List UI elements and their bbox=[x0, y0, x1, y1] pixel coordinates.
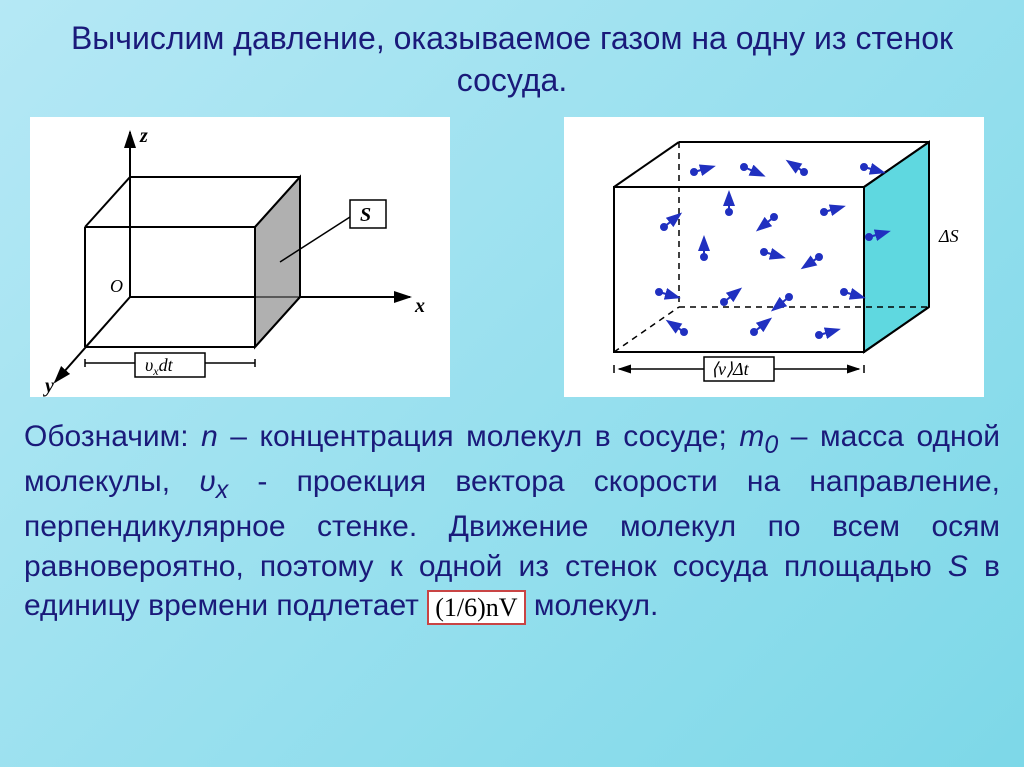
delta-S-label: ΔS bbox=[938, 226, 959, 246]
diagram-left-svg: z x y O S bbox=[30, 117, 450, 397]
m0-symbol: m0 bbox=[739, 420, 778, 453]
body-paragraph: Обозначим: n – концентрация молекул в со… bbox=[0, 407, 1024, 626]
diagram-row: z x y O S bbox=[0, 107, 1024, 407]
vxdt-label: υxdt bbox=[145, 355, 174, 378]
diagram-right-svg: ΔS ⟨v⟩Δt bbox=[564, 117, 984, 397]
para-t2: – концентрация молекул в сосуде; bbox=[218, 420, 740, 453]
origin-label: O bbox=[110, 276, 123, 296]
formula-box: (1/6)nV bbox=[427, 590, 525, 625]
slide-title: Вычислим давление, оказываемое газом на … bbox=[0, 0, 1024, 107]
diagram-left: z x y O S bbox=[30, 117, 450, 397]
para-t6: молекул. bbox=[534, 589, 658, 622]
vx-symbol: υx bbox=[199, 465, 228, 498]
para-t1: Обозначим: bbox=[24, 420, 201, 453]
molecules-group bbox=[656, 162, 887, 338]
surface-S-label: S bbox=[360, 204, 371, 226]
x-axis-label: x bbox=[414, 295, 425, 317]
n-symbol: n bbox=[201, 420, 218, 453]
z-axis-label: z bbox=[139, 125, 148, 147]
y-axis-label: y bbox=[43, 375, 54, 397]
S-symbol: S bbox=[948, 550, 968, 583]
diagram-right: ΔS ⟨v⟩Δt bbox=[564, 117, 984, 397]
vdt-label: ⟨v⟩Δt bbox=[711, 359, 750, 379]
